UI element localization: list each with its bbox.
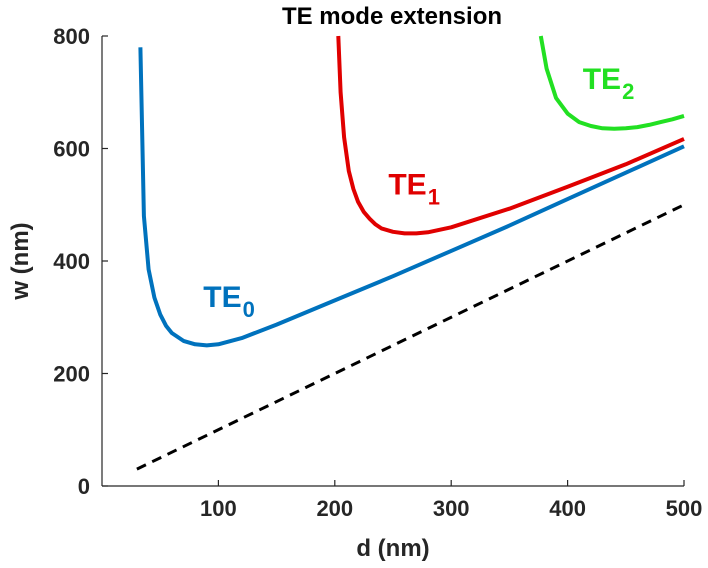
- x-tick-label-4: 500: [666, 496, 703, 521]
- series-label-sub-1: 1: [428, 185, 440, 210]
- series-label-sub-2: 2: [622, 79, 634, 104]
- y-tick-label-1: 200: [53, 362, 90, 387]
- x-tick-label-0: 100: [200, 496, 237, 521]
- chart-title: TE mode extension: [282, 3, 502, 30]
- series-label-1: TE1: [388, 169, 440, 210]
- x-tick-label-1: 200: [316, 496, 353, 521]
- y-tick-label-4: 800: [53, 24, 90, 49]
- x-axis-label: d (nm): [356, 535, 429, 562]
- series-line-3: [136, 203, 685, 471]
- x-tick-label-2: 300: [433, 496, 470, 521]
- y-tick-label-0: 0: [78, 474, 90, 499]
- series-label-2: TE2: [583, 63, 635, 104]
- plot-lines: [136, 35, 685, 471]
- series-line-1: [336, 35, 685, 236]
- y-ticks: 0 200 400 600 800: [53, 24, 108, 499]
- y-tick-label-3: 600: [53, 137, 90, 162]
- series-label-main-0: TE: [203, 281, 241, 314]
- y-tick-label-2: 400: [53, 249, 90, 274]
- y-axis-label: w (nm): [7, 222, 34, 300]
- series-line-0: [138, 47, 685, 348]
- x-ticks: 100 200 300 400 500: [200, 480, 702, 521]
- series-label-main-2: TE: [583, 63, 621, 96]
- series-label-sub-0: 0: [243, 297, 255, 322]
- x-tick-label-3: 400: [549, 496, 586, 521]
- series-label-main-1: TE: [388, 169, 426, 202]
- series-label-0: TE0: [203, 281, 255, 322]
- series-line-2: [538, 35, 685, 131]
